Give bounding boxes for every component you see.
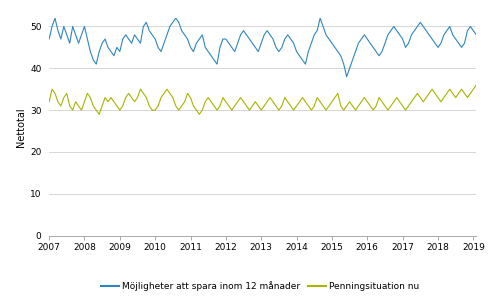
Legend: Möjligheter att spara inom 12 månader, Penningsituation nu: Möjligheter att spara inom 12 månader, P…	[97, 277, 423, 294]
Y-axis label: Nettotal: Nettotal	[16, 107, 26, 147]
